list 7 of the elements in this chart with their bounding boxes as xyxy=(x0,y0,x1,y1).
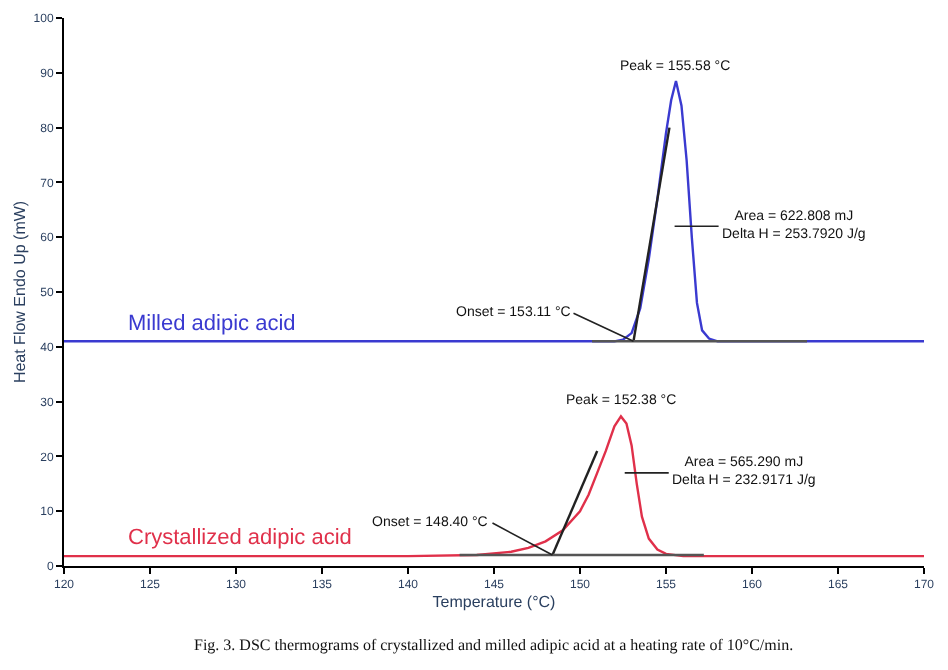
line-series xyxy=(64,79,924,343)
line-series xyxy=(64,415,924,558)
series-label: Crystallized adipic acid xyxy=(128,526,352,550)
y-axis-title: Heat Flow Endo Up (mW) xyxy=(10,200,29,384)
x-axis-title: Temperature (°C) xyxy=(432,592,557,611)
caption: Fig. 3. DSC thermograms of crystallized and milled adipic acid at a heating rate of 10°C/min. xyxy=(194,636,794,654)
series-label: Milled adipic acid xyxy=(128,312,296,336)
